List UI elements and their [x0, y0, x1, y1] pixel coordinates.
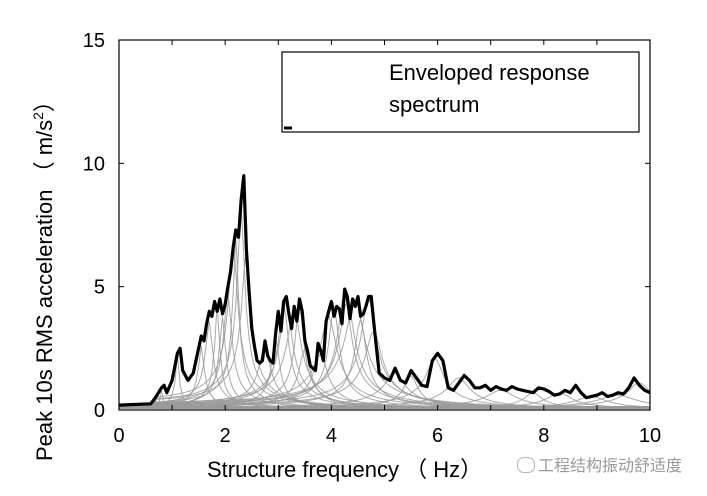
- legend: Enveloped response spectrum: [281, 51, 640, 133]
- y-axis-label-main: Peak 10s RMS acceleration （ m/s: [32, 120, 57, 461]
- wechat-icon: [517, 457, 535, 473]
- legend-box: [281, 51, 640, 133]
- y-axis-label-close: ）: [32, 90, 57, 112]
- watermark-text: 工程结构振动舒适度: [538, 456, 683, 475]
- x-tick-label: 8: [538, 425, 549, 447]
- y-tick-label: 15: [83, 30, 105, 52]
- legend-text-line-2: spectrum: [389, 92, 479, 117]
- y-tick-label: 0: [94, 400, 105, 422]
- y-axis-label: Peak 10s RMS acceleration （ m/s2）: [30, 90, 57, 461]
- envelope-group: [118, 174, 651, 407]
- envelope-line: [118, 174, 651, 407]
- y-tick-label: 5: [94, 277, 105, 299]
- x-tick-label: 10: [639, 425, 661, 447]
- y-tick-labels: 0 5 10 15: [83, 30, 105, 422]
- legend-text-line-1: Enveloped response: [389, 60, 590, 85]
- x-tick-label: 2: [220, 425, 231, 447]
- x-tick-label: 0: [113, 425, 124, 447]
- x-tick-label: 4: [326, 425, 337, 447]
- x-tick-labels: 0 2 4 6 8 10: [113, 425, 661, 447]
- y-axis-label-superscript: 2: [30, 112, 46, 120]
- individual-spectrum-line: [119, 234, 650, 407]
- axis-ticks: [118, 39, 651, 411]
- x-axis-label: Structure frequency （ Hz）: [207, 457, 482, 482]
- y-tick-label: 10: [83, 153, 105, 175]
- watermark: 工程结构振动舒适度: [517, 452, 682, 476]
- x-tick-label: 6: [432, 425, 443, 447]
